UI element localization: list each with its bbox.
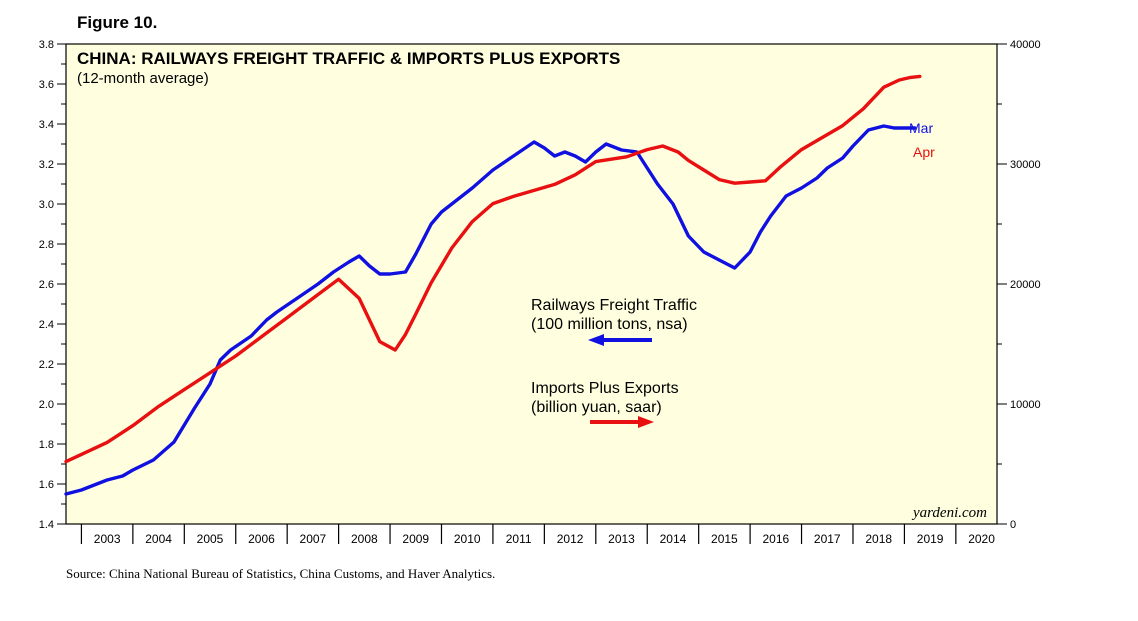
left-axis-tick-label: 3.4	[39, 119, 54, 131]
legend-railways-name: Railways Freight Traffic	[531, 297, 697, 314]
legend-trade-name: Imports Plus Exports	[531, 380, 679, 397]
left-axis-tick-label: 1.4	[39, 519, 54, 531]
chart-subtitle: (12-month average)	[77, 70, 209, 87]
left-arrow-icon	[588, 334, 604, 346]
left-axis-tick-label: 2.0	[39, 399, 54, 411]
x-axis-tick-label: 2012	[557, 532, 584, 546]
left-axis-tick-label: 2.6	[39, 279, 54, 291]
left-axis-tick-label: 2.8	[39, 239, 54, 251]
x-axis-tick-label: 2018	[865, 532, 892, 546]
x-axis-tick-label: 2003	[94, 532, 121, 546]
x-axis-tick-label: 2017	[814, 532, 841, 546]
x-axis-tick-label: 2014	[660, 532, 687, 546]
series-end-label-trade: Apr	[913, 144, 935, 160]
series-line-railways-freight-traffic	[64, 124, 917, 496]
source-note: Source: China National Bureau of Statist…	[66, 566, 495, 581]
x-axis: 2003 2004 2005 2006 2007 2008 2009 2010 2011 2012…	[80, 524, 995, 546]
x-axis-tick-label: 2008	[351, 532, 378, 546]
left-axis-tick-label: 2.4	[39, 319, 54, 331]
chart-title: CHINA: RAILWAYS FREIGHT TRAFFIC & IMPORT…	[77, 49, 620, 87]
left-axis: 1.4 1.6 1.8 2.0 2.2 2.4 2.6 2.8 3.0 3.2 3.4 3.6 3.8	[39, 39, 66, 531]
x-axis-tick-label: 2009	[402, 532, 429, 546]
x-axis-tick-label: 2010	[454, 532, 481, 546]
right-axis-tick-label: 40000	[1010, 39, 1041, 51]
right-axis-tick-label: 20000	[1010, 279, 1041, 291]
x-axis-tick-label: 2020	[968, 532, 995, 546]
legend-railways-units: (100 million tons, nsa)	[531, 316, 688, 333]
x-axis-tick-label: 2004	[145, 532, 172, 546]
x-axis-tick-label: 2006	[248, 532, 275, 546]
right-axis-tick-label: 10000	[1010, 399, 1041, 411]
legend-trade-units: (billion yuan, saar)	[531, 399, 662, 416]
right-axis: 0 10000 20000 30000 40000	[997, 39, 1041, 531]
right-axis-tick-label: 0	[1010, 519, 1016, 531]
x-axis-tick-label: 2007	[300, 532, 327, 546]
right-arrow-icon	[638, 416, 654, 428]
series-line-imports-plus-exports	[64, 74, 922, 464]
left-axis-tick-label: 3.8	[39, 39, 54, 51]
left-axis-tick-label: 3.6	[39, 79, 54, 91]
left-axis-tick-label: 3.2	[39, 159, 54, 171]
x-axis-tick-label: 2019	[917, 532, 944, 546]
x-axis-tick-label: 2016	[762, 532, 789, 546]
left-axis-tick-label: 3.0	[39, 199, 54, 211]
x-axis-tick-label: 2011	[506, 532, 532, 546]
left-axis-tick-label: 2.2	[39, 359, 54, 371]
right-axis-tick-label: 30000	[1010, 159, 1041, 171]
x-axis-tick-label: 2015	[711, 532, 738, 546]
legend-trade: Imports Plus Exports (billion yuan, saar…	[531, 380, 679, 428]
left-axis-tick-label: 1.6	[39, 479, 54, 491]
chart-title-text: CHINA: RAILWAYS FREIGHT TRAFFIC & IMPORT…	[77, 49, 620, 68]
legend-railways: Railways Freight Traffic (100 million to…	[531, 297, 697, 346]
watermark: yardeni.com	[911, 505, 987, 521]
x-axis-tick-label: 2005	[197, 532, 224, 546]
left-axis-tick-label: 1.8	[39, 439, 54, 451]
series-end-label-railways: Mar	[909, 120, 933, 136]
figure-label: Figure 10.	[77, 13, 157, 32]
plot-area	[65, 43, 998, 525]
x-axis-tick-label: 2013	[608, 532, 635, 546]
